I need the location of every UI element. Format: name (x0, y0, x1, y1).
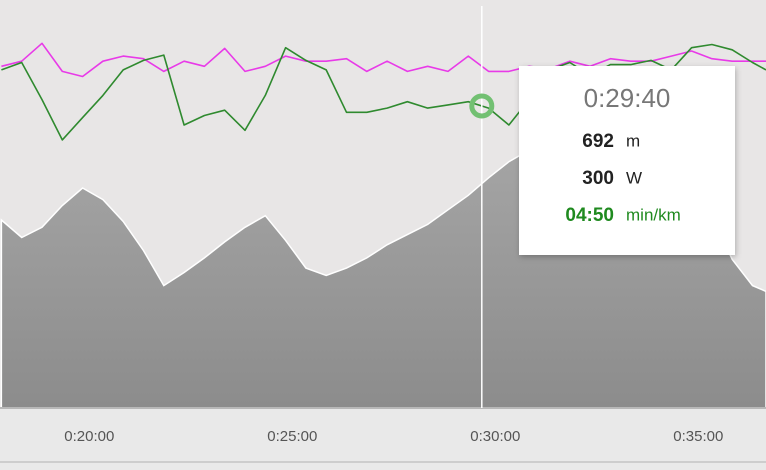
tooltip-unit: min/km (626, 205, 681, 224)
x-tick-label: 0:20:00 (64, 428, 114, 445)
tooltip-value: 300 (582, 168, 614, 189)
tooltip-value: 692 (582, 131, 614, 152)
tooltip-unit: W (626, 168, 642, 187)
tooltip-time: 0:29:40 (584, 83, 671, 113)
series-line (1, 43, 766, 141)
tooltip-unit: m (626, 131, 640, 150)
tooltip-box (519, 66, 735, 255)
axis-band (0, 408, 766, 470)
hover-marker (469, 93, 495, 119)
tooltip-value: 04:50 (565, 205, 614, 226)
x-tick-label: 0:25:00 (267, 428, 317, 445)
x-tick-label: 0:35:00 (673, 428, 723, 445)
x-tick-label: 0:30:00 (470, 428, 520, 445)
